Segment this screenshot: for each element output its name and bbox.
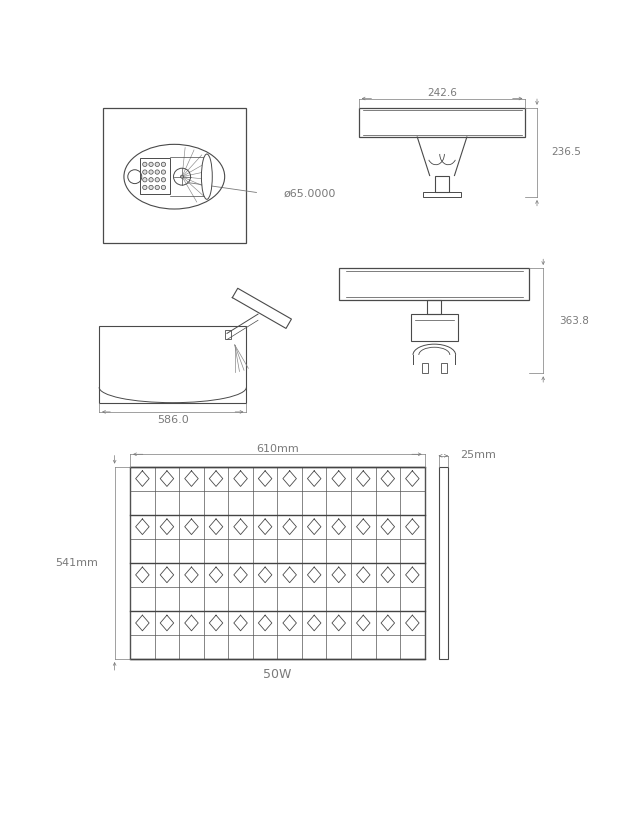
- Text: 586.0: 586.0: [157, 415, 189, 424]
- Circle shape: [187, 181, 189, 184]
- Bar: [438, 466, 448, 659]
- Bar: [130, 466, 425, 659]
- Circle shape: [143, 177, 147, 182]
- Text: 25mm: 25mm: [460, 450, 496, 460]
- Bar: [435, 176, 449, 192]
- Circle shape: [161, 170, 166, 174]
- Text: 236.5: 236.5: [551, 148, 581, 158]
- Bar: [359, 108, 525, 137]
- Circle shape: [149, 186, 153, 190]
- Bar: [103, 108, 246, 242]
- Circle shape: [155, 186, 160, 190]
- Text: 50W: 50W: [263, 668, 292, 681]
- Circle shape: [181, 175, 184, 178]
- Bar: [99, 326, 246, 402]
- Bar: [140, 158, 170, 194]
- Bar: [422, 363, 428, 374]
- Bar: [440, 363, 447, 374]
- Text: 363.8: 363.8: [559, 315, 589, 326]
- Bar: [411, 314, 457, 341]
- Circle shape: [161, 163, 166, 167]
- Circle shape: [143, 163, 147, 167]
- Circle shape: [143, 186, 147, 190]
- Circle shape: [155, 177, 160, 182]
- Text: 541mm: 541mm: [55, 557, 98, 568]
- Bar: [339, 268, 530, 300]
- Circle shape: [155, 163, 160, 167]
- Circle shape: [161, 186, 166, 190]
- Circle shape: [155, 170, 160, 174]
- Bar: [423, 192, 461, 197]
- Bar: [225, 329, 231, 339]
- Text: 242.6: 242.6: [427, 88, 457, 99]
- Text: ø65.0000: ø65.0000: [283, 189, 336, 199]
- Circle shape: [149, 177, 153, 182]
- Circle shape: [149, 170, 153, 174]
- Circle shape: [161, 177, 166, 182]
- Circle shape: [143, 170, 147, 174]
- Text: 610mm: 610mm: [256, 444, 299, 454]
- Ellipse shape: [202, 154, 212, 200]
- Circle shape: [149, 163, 153, 167]
- Bar: [427, 300, 441, 314]
